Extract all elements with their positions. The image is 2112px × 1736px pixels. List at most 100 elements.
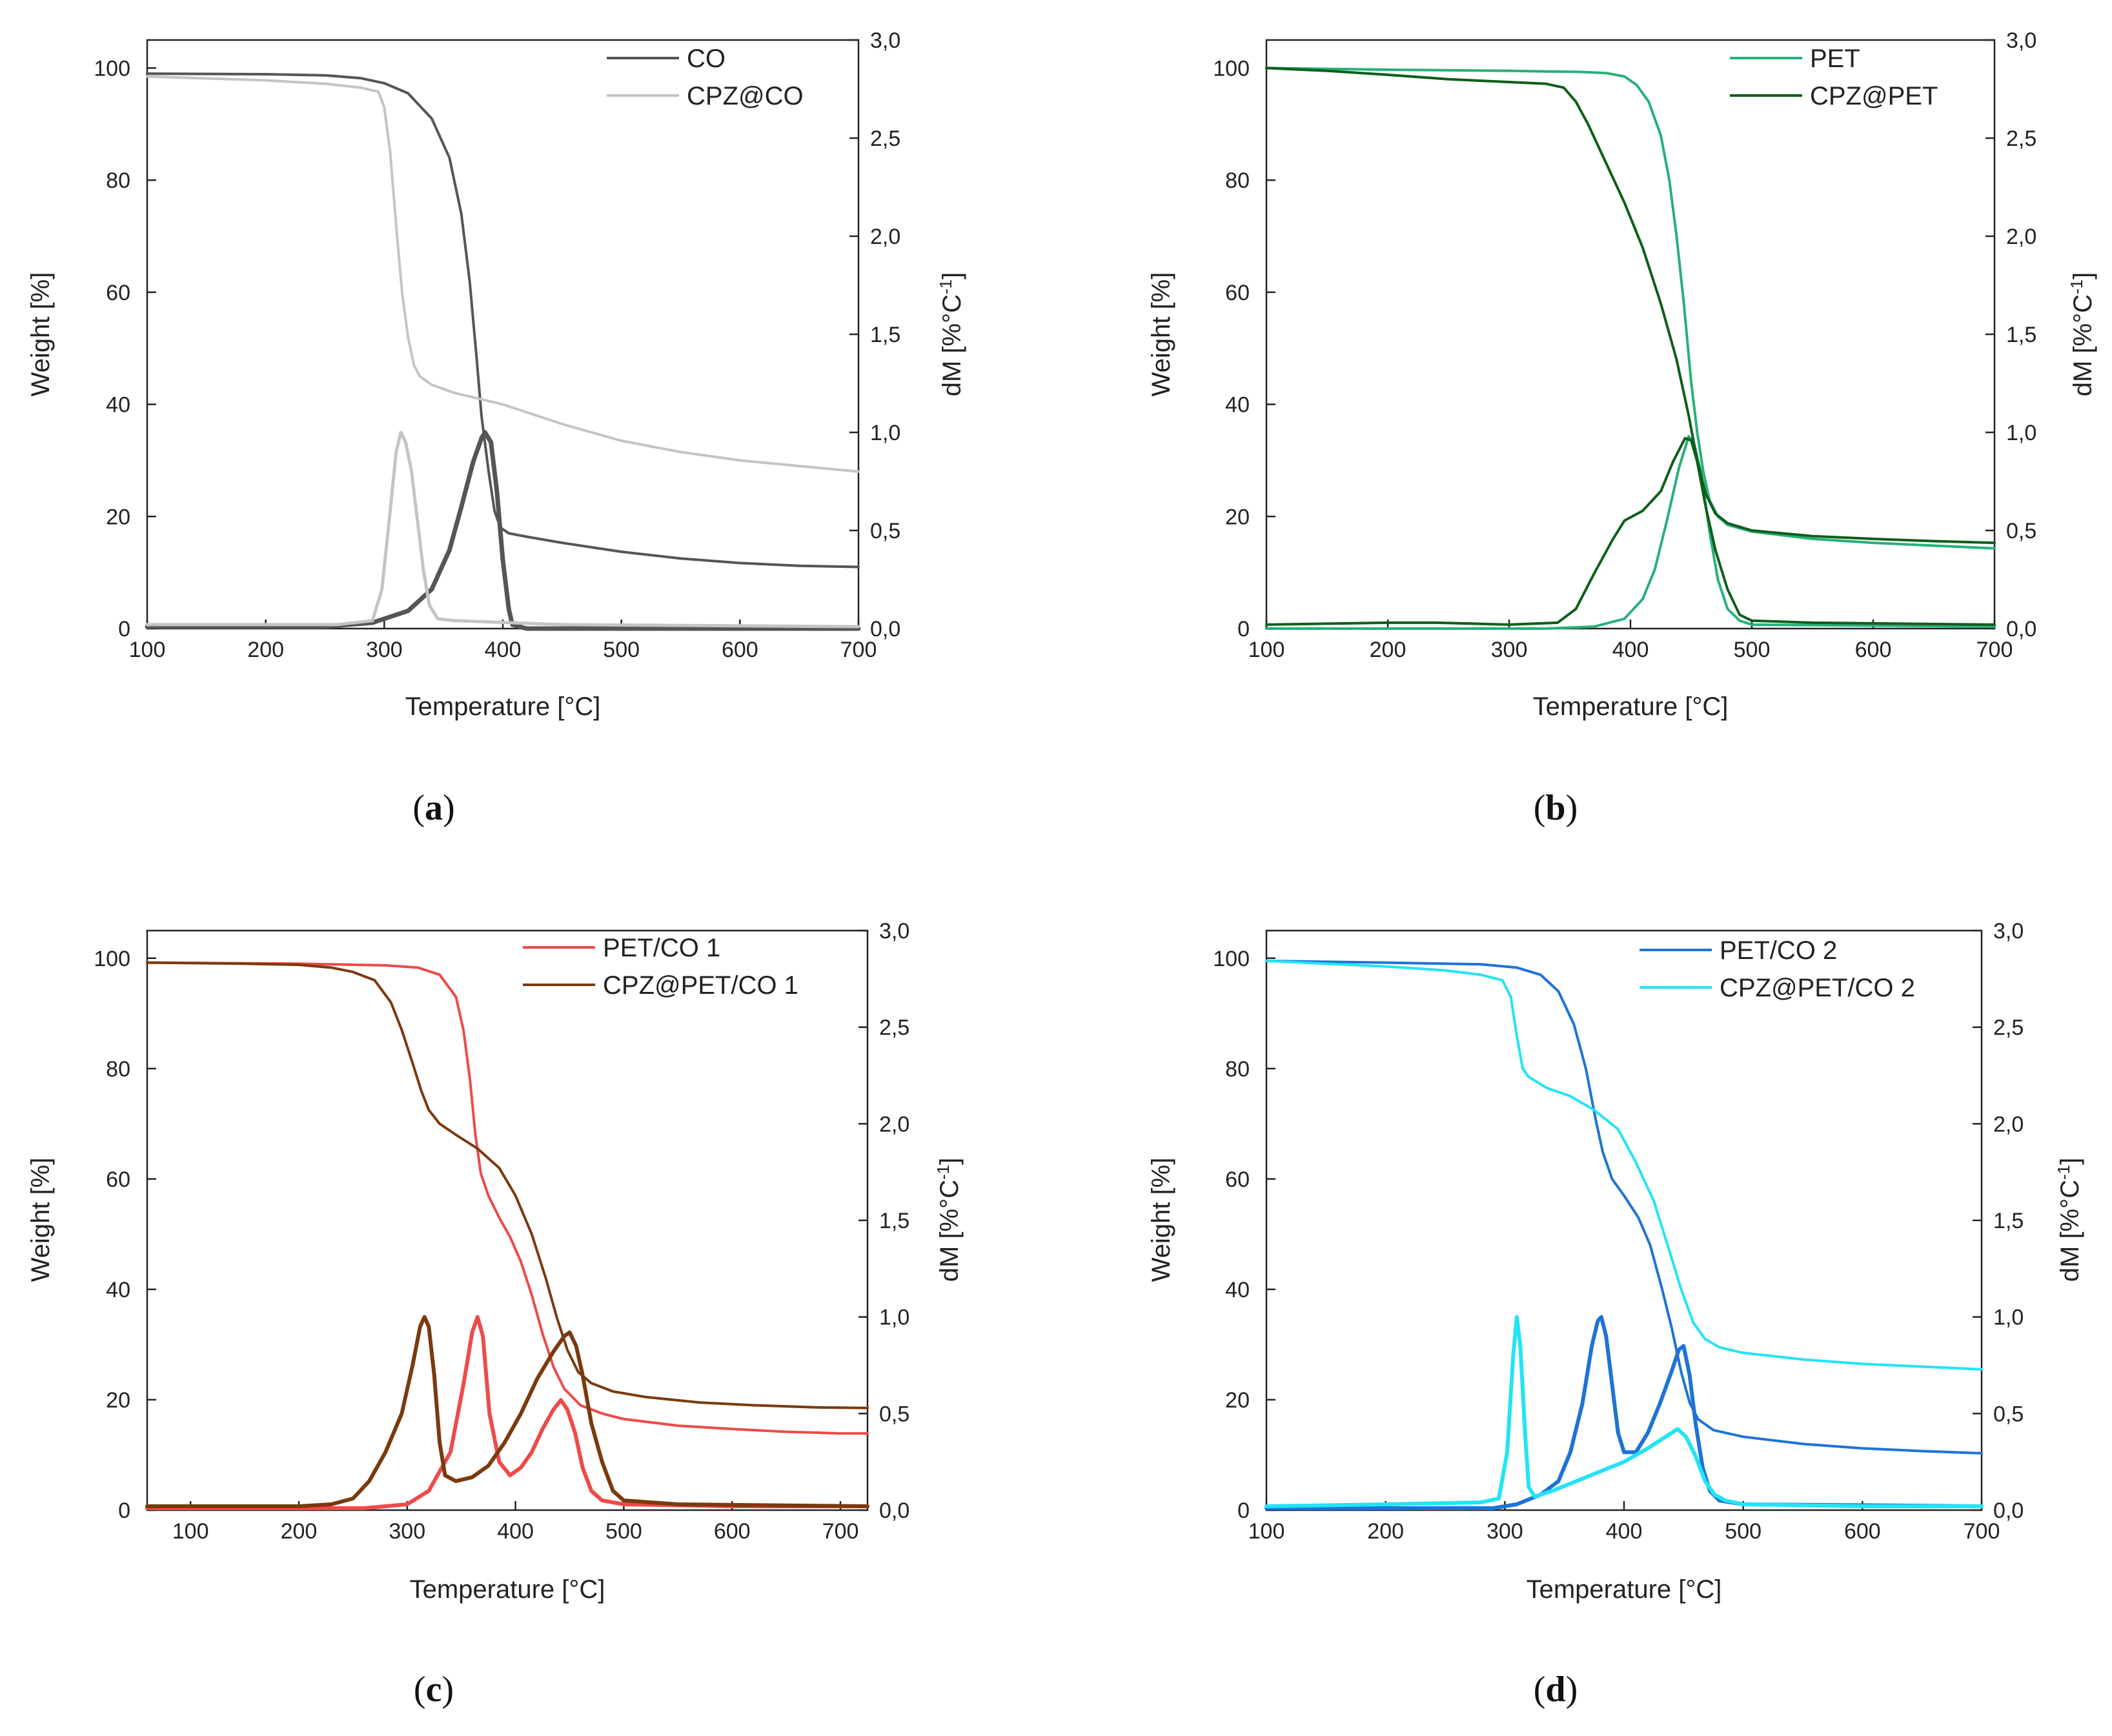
y-left-tick-label: 80 <box>106 1057 130 1082</box>
y-left-tick-label: 0 <box>1237 1499 1250 1523</box>
y-left-tick-label: 100 <box>1213 947 1250 971</box>
x-tick-label: 600 <box>1855 638 1892 662</box>
caption-letter: d <box>1545 1670 1565 1710</box>
x-tick-label: 200 <box>1367 1519 1404 1544</box>
series-line-pet-dm <box>1265 435 1996 630</box>
y-right-title-end: ] <box>935 1158 964 1165</box>
x-tick-label: 700 <box>1964 1519 2000 1544</box>
y-left-axis-title: Weight [%] <box>1147 1158 1175 1282</box>
y-left-tick-label: 60 <box>106 1167 130 1192</box>
y-left-axis-title: Weight [%] <box>26 272 55 397</box>
y-right-tick-label: 3,0 <box>879 919 909 944</box>
y-left-tick-label: 60 <box>106 281 130 305</box>
x-tick-label: 500 <box>1725 1519 1762 1544</box>
legend-label: PET <box>1810 45 1860 73</box>
series-layer <box>145 961 869 1510</box>
y-left-tick-label: 60 <box>1225 1167 1250 1192</box>
series-line-pet-co-2-dm <box>1264 1315 1984 1510</box>
panel-caption: (b) <box>1534 788 1578 828</box>
y-right-title-main: dM [%°C <box>938 294 966 396</box>
y-right-tick-label: 1,5 <box>879 1209 909 1233</box>
x-tick-label: 600 <box>1844 1519 1881 1544</box>
y-right-tick-label: 2,0 <box>870 225 900 249</box>
y-right-tick-label: 0,5 <box>1993 1402 2024 1426</box>
panel-d: 100 200 300 400 500 600 700 0 20 40 60 80 100 0,0 0,5 1… <box>1147 919 2084 1710</box>
axis-ticks: 100 200 300 400 500 600 700 0 20 40 60 80 100 0,0 0,5 1… <box>1213 28 2036 662</box>
y-left-axis-title: Weight [%] <box>1147 272 1175 397</box>
y-left-tick-label: 80 <box>106 168 130 193</box>
y-right-title-superscript: -1 <box>2054 1165 2073 1180</box>
y-left-tick-label: 0 <box>118 617 130 641</box>
caption-letter: c <box>426 1670 442 1710</box>
series-layer <box>1264 960 1984 1510</box>
y-right-axis-title: dM [%°C-1] <box>933 1158 964 1282</box>
y-right-tick-label: 2,0 <box>1993 1112 2024 1136</box>
x-tick-label: 100 <box>1248 638 1285 662</box>
x-tick-label: 500 <box>605 1519 642 1544</box>
series-line-cpz-pet-co-1 <box>146 961 869 1409</box>
series-line-cpz-pet-co-1-dm <box>145 1315 869 1508</box>
x-tick-label: 400 <box>1606 1519 1643 1544</box>
legend-label: CPZ@PET <box>1810 82 1938 110</box>
y-right-axis-title: dM [%°C-1] <box>936 272 966 397</box>
y-right-tick-label: 3,0 <box>2006 28 2036 53</box>
y-left-tick-label: 40 <box>1225 1278 1250 1302</box>
x-tick-label: 300 <box>1487 1519 1523 1544</box>
x-tick-label: 600 <box>722 638 758 662</box>
series-line-pet-co-2 <box>1265 960 1983 1455</box>
y-left-tick-label: 80 <box>1225 168 1250 193</box>
series-line-cpz-co-dm <box>145 430 860 629</box>
y-right-tick-label: 0,0 <box>1993 1499 2024 1523</box>
series-line-pet-co-1-dm <box>145 1315 869 1510</box>
y-right-tick-label: 2,0 <box>2006 225 2036 249</box>
y-left-tick-label: 20 <box>1225 1388 1250 1413</box>
legend-label: PET/CO 1 <box>603 934 720 962</box>
x-tick-label: 700 <box>822 1519 859 1544</box>
y-right-title-main: dM [%°C <box>2069 294 2097 396</box>
x-axis-title: Temperature [°C] <box>405 692 601 721</box>
y-right-tick-label: 1,0 <box>1993 1306 2024 1330</box>
y-right-tick-label: 2,5 <box>870 126 900 151</box>
x-tick-label: 200 <box>281 1519 318 1544</box>
y-right-tick-label: 1,5 <box>2006 323 2036 347</box>
series-line-co <box>146 72 860 569</box>
plot-frame <box>146 929 869 1511</box>
axis-ticks: 100 200 300 400 500 600 700 0 20 40 60 80 100 0,0 0,5 1… <box>94 28 900 662</box>
y-right-title-main: dM [%°C <box>935 1180 964 1282</box>
series-line-cpz-co <box>146 75 860 473</box>
y-right-title-superscript: -1 <box>2067 279 2086 294</box>
x-axis-title: Temperature [°C] <box>1527 1575 1722 1604</box>
y-right-tick-label: 2,5 <box>2006 126 2036 151</box>
y-right-tick-label: 0,5 <box>2006 519 2036 543</box>
y-right-title-superscript: -1 <box>933 1165 953 1180</box>
legend: PET/CO 2 CPZ@PET/CO 2 <box>1640 936 1915 1002</box>
y-right-tick-label: 0,0 <box>2006 617 2036 641</box>
y-right-tick-label: 0,0 <box>879 1499 909 1523</box>
y-right-axis-title: dM [%°C-1] <box>2067 272 2097 397</box>
x-tick-label: 100 <box>172 1519 209 1544</box>
y-right-title-main: dM [%°C <box>2056 1180 2084 1282</box>
y-left-tick-label: 20 <box>106 505 130 529</box>
x-axis-title: Temperature [°C] <box>1533 692 1729 721</box>
y-left-axis-title: Weight [%] <box>26 1158 55 1282</box>
legend-label: CPZ@PET/CO 1 <box>603 971 798 1000</box>
x-tick-label: 700 <box>1976 638 2013 662</box>
panel-caption: (a) <box>412 788 454 828</box>
legend-label: CPZ@CO <box>687 82 804 110</box>
axis-ticks: 100 200 300 400 500 600 700 0 20 40 60 80 100 0,0 0,5 1… <box>94 919 909 1544</box>
panel-a: 100 200 300 400 500 600 700 0 20 40 60 80 100 0,0 0,5 1… <box>26 28 966 828</box>
x-tick-label: 500 <box>1734 638 1771 662</box>
y-right-title-end: ] <box>2069 272 2097 279</box>
legend-label: CPZ@PET/CO 2 <box>1720 974 1915 1002</box>
series-line-co-dm <box>145 430 861 631</box>
series-line-cpz-pet-dm <box>1265 437 1996 626</box>
panel-caption: (c) <box>414 1670 454 1710</box>
y-right-tick-label: 1,5 <box>1993 1209 2024 1233</box>
y-left-tick-label: 0 <box>1237 617 1250 641</box>
caption-letter: b <box>1545 788 1565 828</box>
x-tick-label: 200 <box>1370 638 1406 662</box>
y-right-title-end: ] <box>938 272 966 279</box>
x-tick-label: 300 <box>389 1519 425 1544</box>
y-left-tick-label: 80 <box>1225 1057 1250 1082</box>
